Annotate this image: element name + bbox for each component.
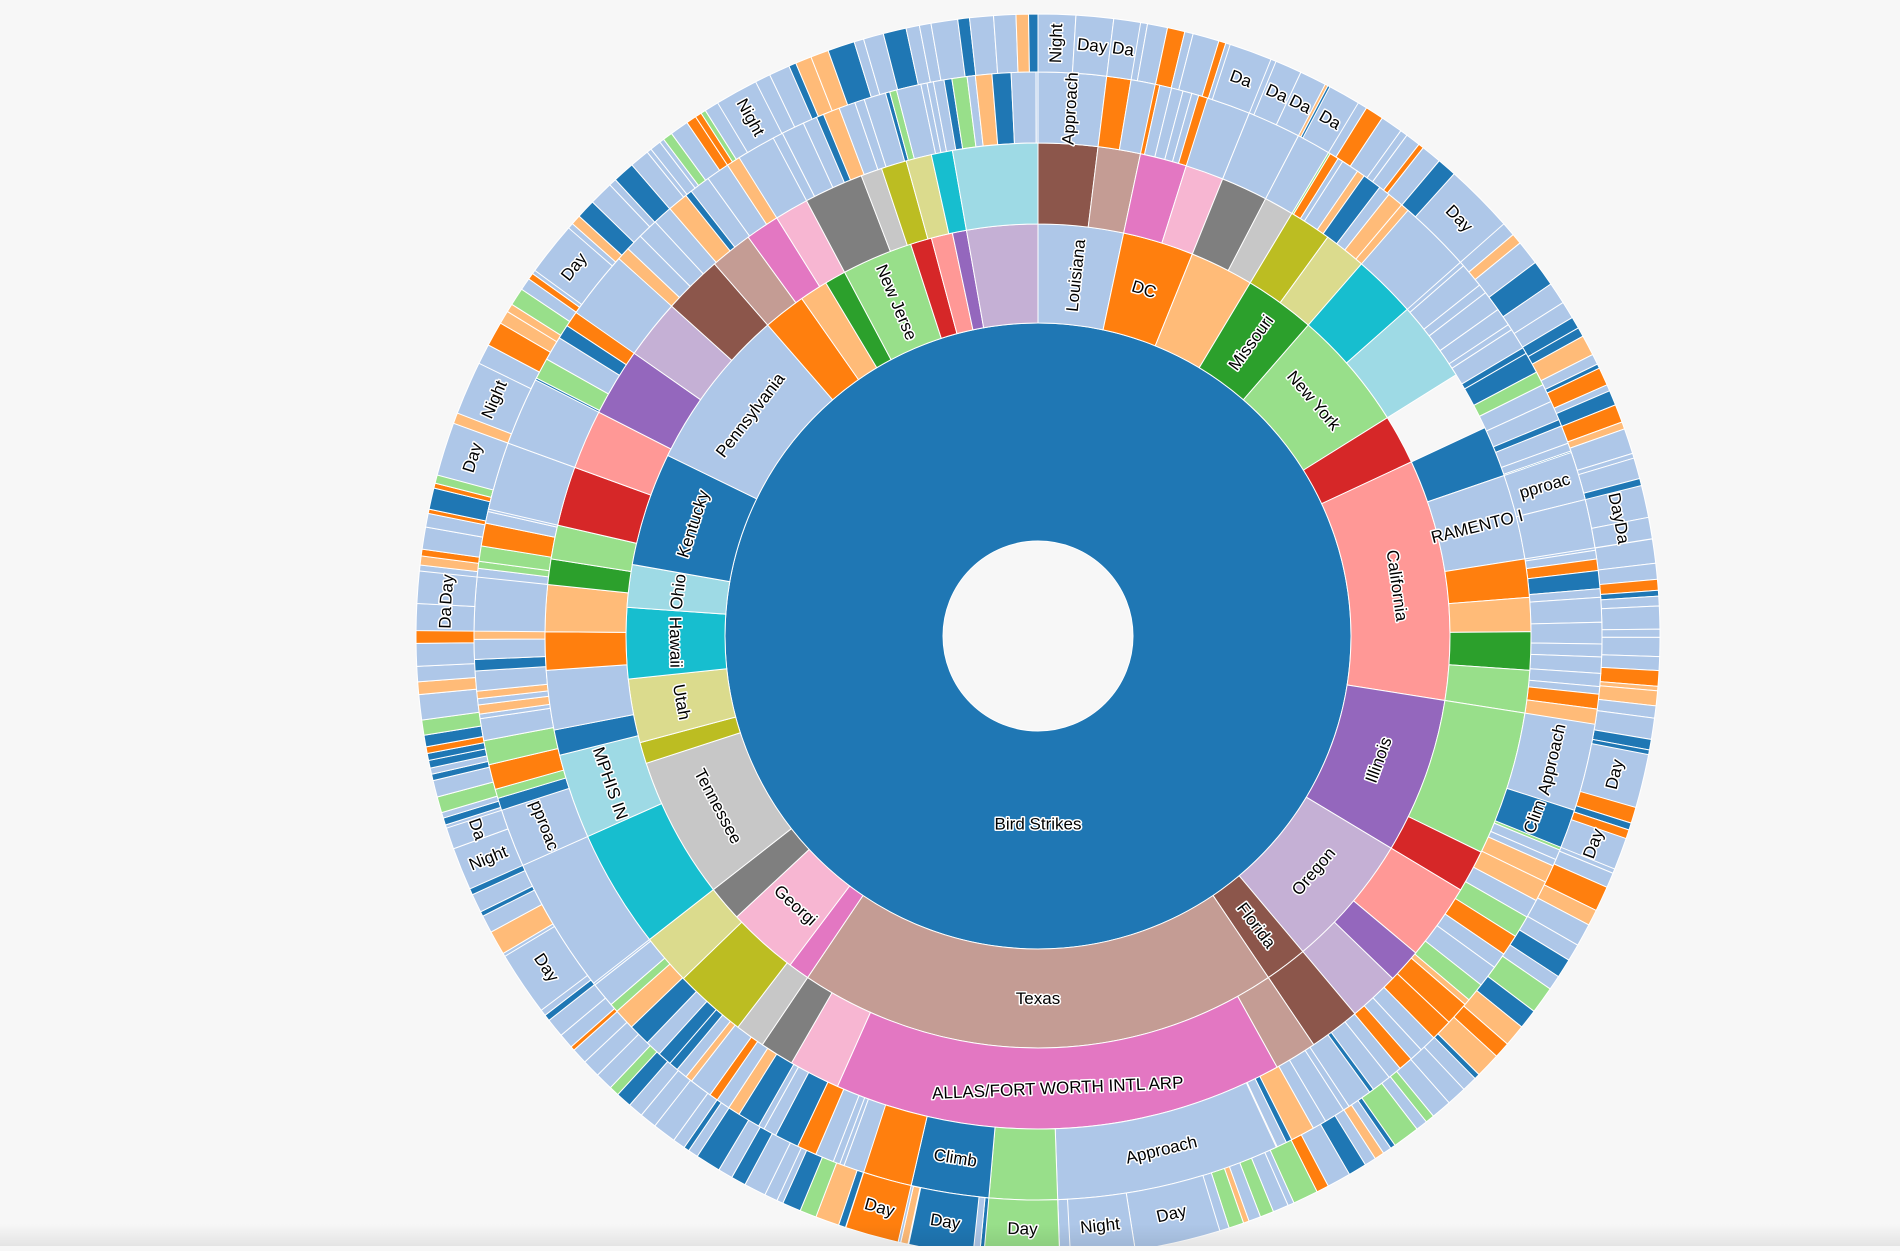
sunburst-label-l4-day: Day (1076, 35, 1108, 57)
sunburst-arc-l4-sliver[interactable] (1028, 13, 1039, 73)
sunburst-arc-l4-sliver[interactable] (1601, 628, 1661, 638)
sunburst-arc-l2-segment[interactable] (1448, 631, 1532, 671)
sunburst-label-l4-day: Day (929, 1210, 962, 1234)
sunburst-arc-l4-da[interactable] (445, 809, 509, 850)
sunburst-arc-l4-day[interactable] (504, 925, 589, 1012)
sunburst-label-l1-ohio: Ohio (667, 573, 690, 611)
sunburst-arc-l3-segment[interactable] (473, 576, 549, 633)
sunburst-label-l4-night: Night (1046, 23, 1066, 64)
sunburst-label-l4-da: Da (1111, 38, 1136, 60)
sunburst-arc-l4-day[interactable] (845, 1171, 912, 1243)
sunburst-arc-l4-night[interactable] (1066, 1192, 1136, 1251)
sunburst-arc-l2-segment[interactable] (1037, 142, 1099, 228)
sunburst-arc-l4-day[interactable] (908, 1187, 980, 1251)
sunburst-arc-l4-night[interactable] (716, 81, 783, 154)
sunburst-label-l4-day: Day (1007, 1219, 1038, 1239)
sunburst-arc-l4-day[interactable] (1414, 173, 1505, 263)
sunburst-arc-l4-night[interactable] (456, 362, 532, 435)
sunburst-arc-l4-sliver[interactable] (1601, 636, 1661, 658)
sunburst-arc-l4-day[interactable] (1579, 743, 1650, 809)
sunburst-label-l4-day: Day (436, 573, 457, 605)
sunburst-arc-l4-sliver[interactable] (992, 13, 1019, 74)
sunburst-arc-l4-day[interactable] (416, 570, 478, 608)
sunburst-arc-l3-sliver[interactable] (1529, 596, 1603, 625)
window-bottom-shadow (0, 1224, 1900, 1246)
sunburst-arc-l4-sliver[interactable] (415, 642, 476, 667)
sunburst-arc-l4-day[interactable] (1560, 818, 1627, 870)
sunburst-arc-l4-da[interactable] (1591, 516, 1653, 549)
sunburst-arc-l0-bird-strikes[interactable] (724, 322, 1352, 950)
sunburst-arc-l4-sliver[interactable] (1600, 605, 1661, 631)
sunburst-label-l4-da: Da (435, 606, 455, 629)
sunburst-label-l4-da: Da (1611, 521, 1634, 546)
sunburst-label-l1-hawaii: Hawaii (666, 617, 686, 668)
sunburst-arc-l4-day[interactable] (534, 227, 614, 306)
sunburst-arc-l2-segment[interactable] (544, 631, 628, 671)
sunburst-arc-l3-sliver[interactable] (1530, 621, 1603, 645)
sunburst-arc-l2-segment[interactable] (1448, 596, 1532, 633)
sunburst-arc-l2-segment[interactable] (951, 142, 1039, 231)
sunburst-arc-l3-sliver[interactable] (473, 638, 546, 661)
sunburst-label-l1-texas: Texas (1016, 989, 1060, 1008)
sunburst-arc-l4-sliver[interactable] (1015, 13, 1030, 73)
sunburst-arc-l3-segment[interactable] (988, 1126, 1059, 1201)
sunburst-label-root: Bird Strikes (995, 815, 1082, 834)
sunburst-arc-l4-da[interactable] (1302, 86, 1360, 154)
sunburst-arc-l3-sliver[interactable] (1010, 71, 1037, 145)
